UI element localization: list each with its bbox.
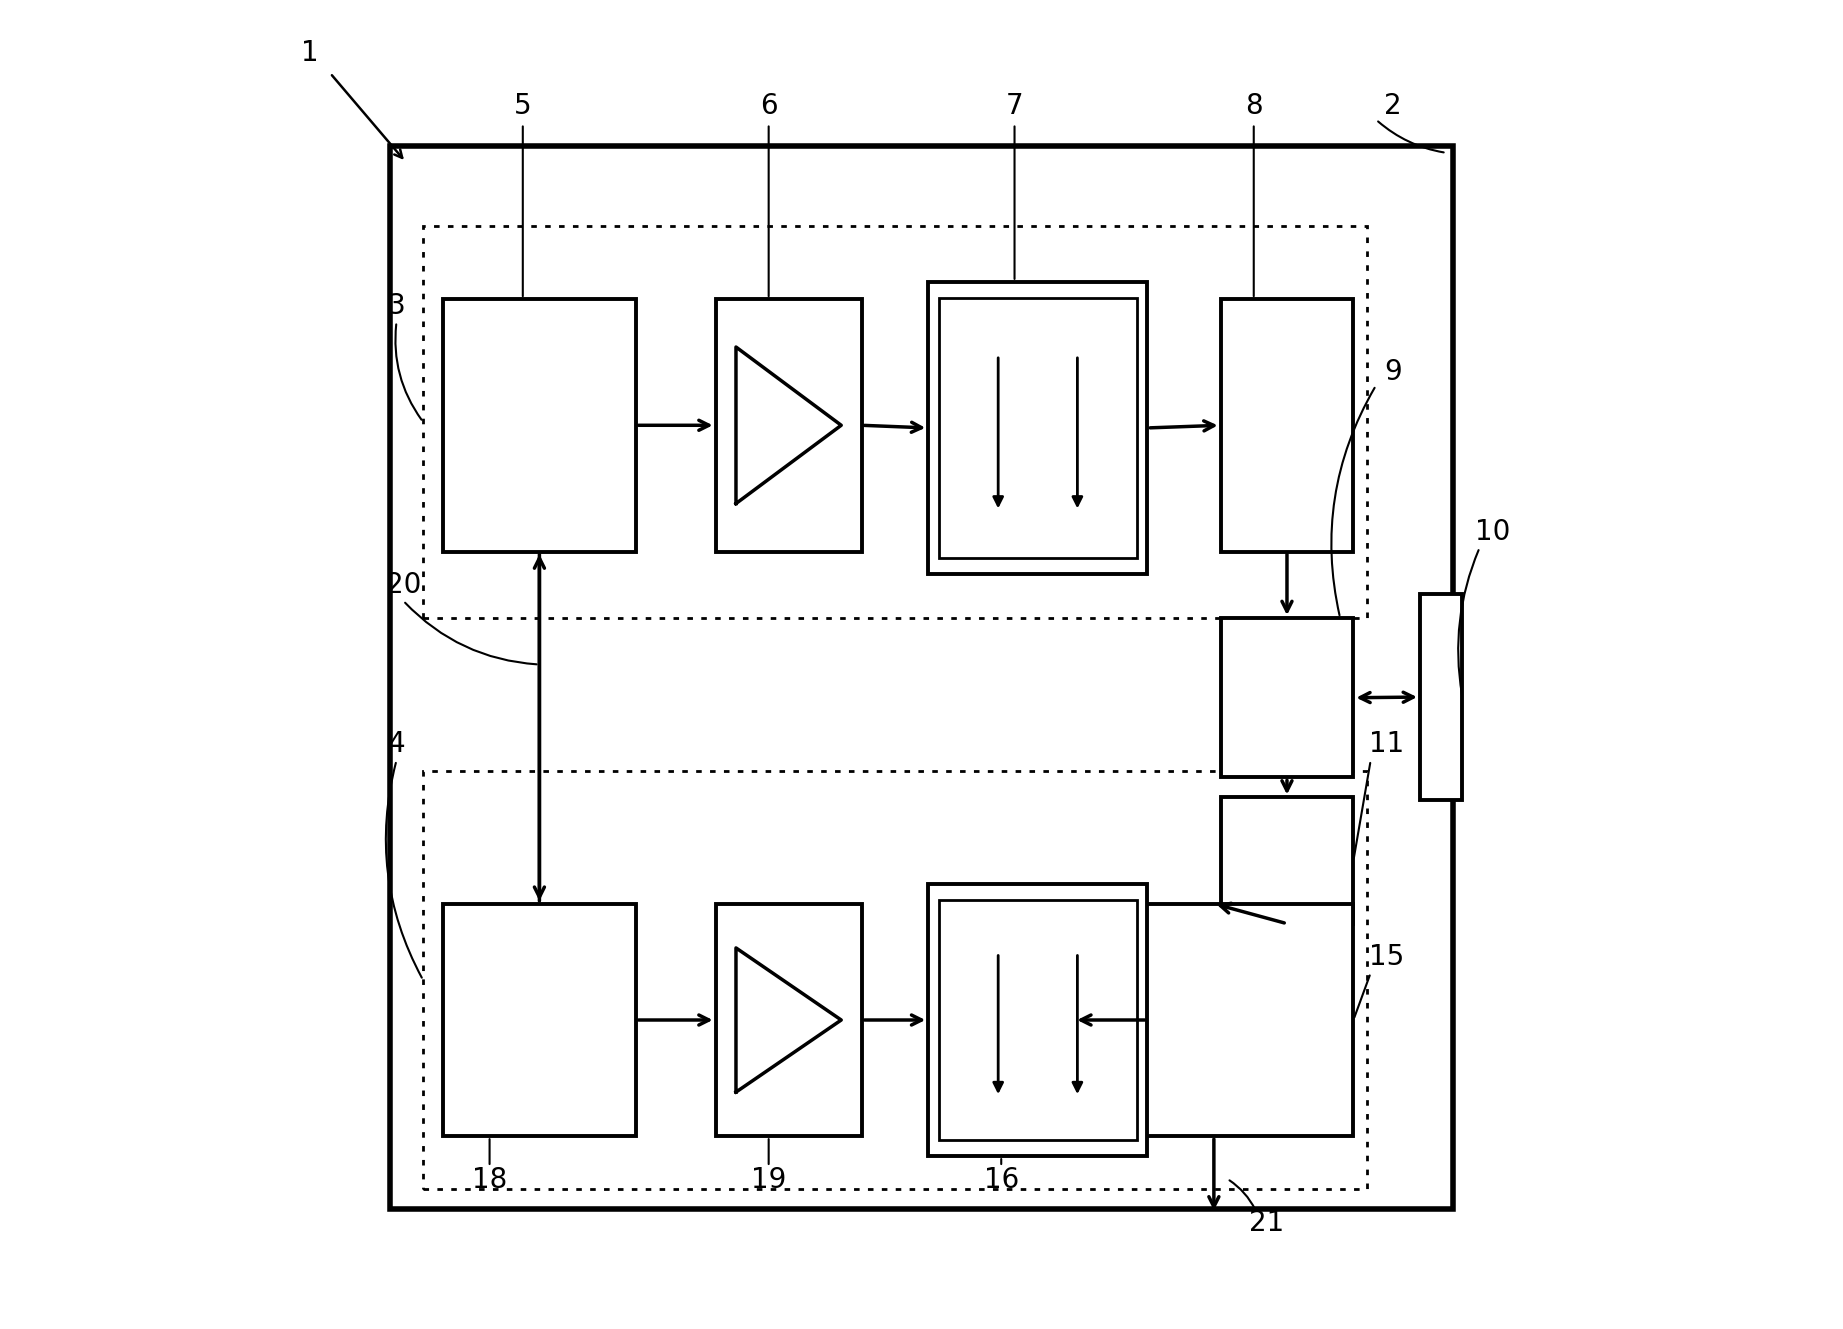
Text: 18: 18 (472, 1166, 507, 1195)
Text: 8: 8 (1244, 92, 1262, 121)
Text: 10: 10 (1474, 517, 1511, 546)
Text: 19: 19 (750, 1166, 787, 1195)
Text: 16: 16 (984, 1166, 1019, 1195)
Bar (1074, 904, 1353, 1136)
Text: 21: 21 (1250, 1208, 1285, 1237)
Bar (1419, 594, 1461, 800)
Text: 11: 11 (1369, 730, 1404, 759)
Bar (929, 884, 1148, 1156)
Bar (715, 904, 863, 1136)
Bar (938, 900, 1137, 1140)
Bar (391, 146, 1452, 1209)
Text: 1: 1 (302, 39, 319, 68)
Bar (929, 282, 1148, 574)
Text: 2: 2 (1384, 92, 1403, 121)
Bar (424, 771, 1368, 1189)
Bar (424, 226, 1368, 618)
Text: 7: 7 (1006, 92, 1023, 121)
Bar (442, 904, 636, 1136)
Text: 9: 9 (1384, 358, 1403, 387)
Bar (938, 298, 1137, 558)
Bar (1220, 797, 1353, 924)
Bar (1220, 299, 1353, 552)
Bar (1220, 618, 1353, 777)
Text: 15: 15 (1369, 942, 1404, 971)
Text: 6: 6 (759, 92, 778, 121)
Text: 4: 4 (387, 730, 405, 759)
Text: 3: 3 (387, 291, 405, 320)
Bar (715, 299, 863, 552)
Text: 20: 20 (385, 570, 420, 599)
Bar (442, 299, 636, 552)
Text: 5: 5 (514, 92, 531, 121)
